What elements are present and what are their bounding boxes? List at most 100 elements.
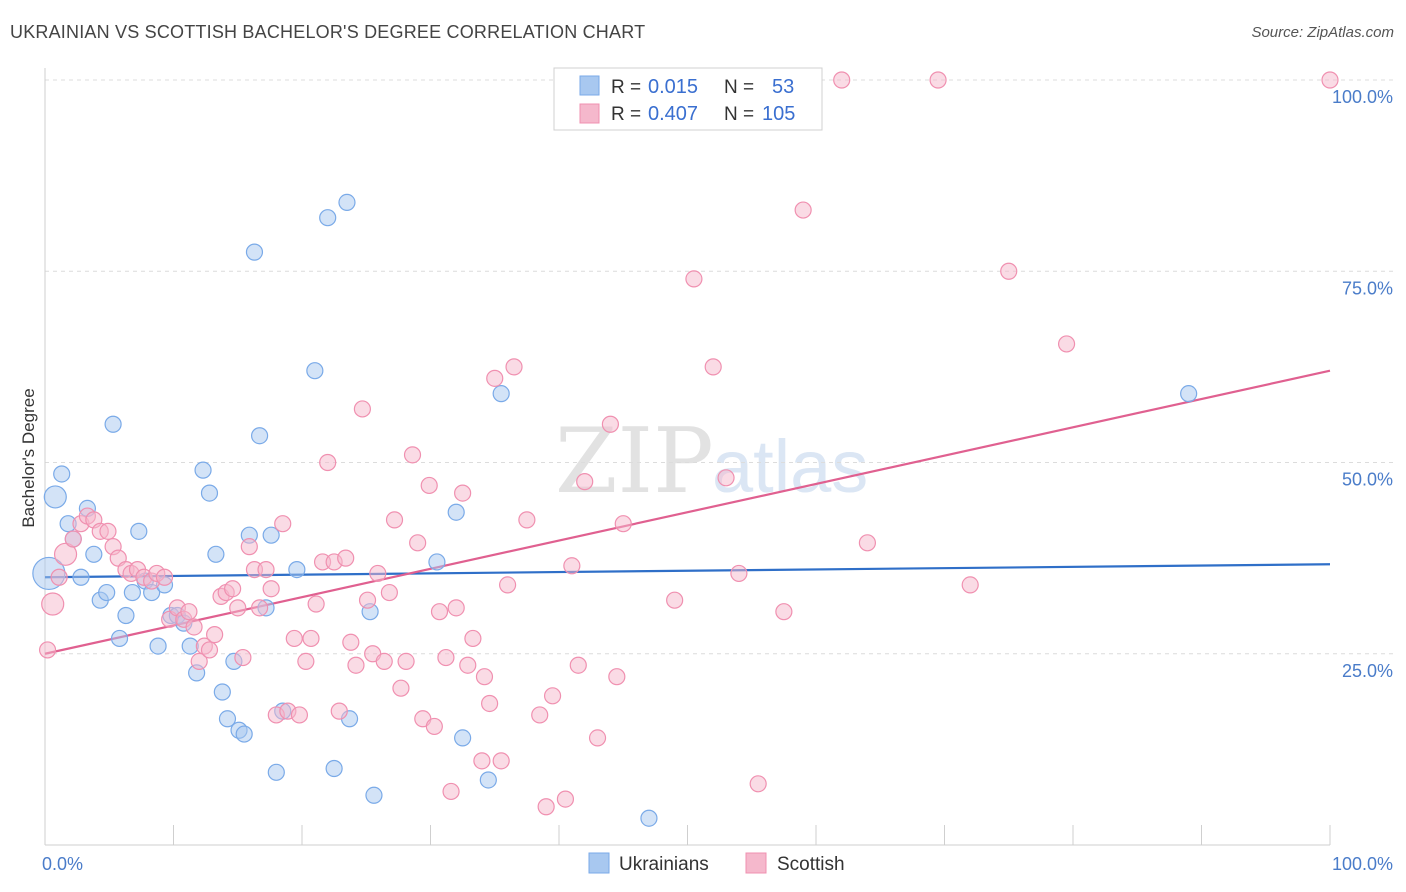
point-scottish-94 bbox=[685, 270, 703, 288]
point-scottish-36 bbox=[257, 560, 275, 579]
point-ukrainians-49 bbox=[454, 729, 472, 747]
point-ukrainians-52 bbox=[640, 809, 658, 827]
legend-n-label-ukrainians: N = bbox=[724, 77, 754, 98]
point-scottish-31 bbox=[229, 599, 247, 617]
point-scottish-52 bbox=[347, 656, 365, 674]
legend-bottom-label-ukrainians: Ukrainians bbox=[619, 854, 709, 875]
axes bbox=[44, 68, 1331, 846]
legend-bottom: Ukrainians Scottish bbox=[588, 852, 845, 875]
point-scottish-98 bbox=[749, 775, 767, 793]
point-ukrainians-53 bbox=[1180, 385, 1198, 403]
watermark-atlas: atlas bbox=[712, 425, 868, 508]
y-tick-label-0: 25.0% bbox=[1342, 661, 1393, 681]
point-scottish-107 bbox=[1321, 71, 1339, 89]
point-scottish-87 bbox=[569, 656, 587, 674]
point-ukrainians-25 bbox=[200, 484, 219, 502]
legend-swatch-scottish bbox=[579, 103, 600, 124]
point-scottish-70 bbox=[447, 599, 465, 617]
point-scottish-75 bbox=[475, 668, 494, 686]
point-scottish-106 bbox=[1057, 335, 1076, 353]
legend-swatch-ukrainians bbox=[579, 75, 600, 96]
point-ukrainians-9 bbox=[98, 583, 116, 602]
point-scottish-103 bbox=[929, 71, 947, 89]
point-scottish-22 bbox=[180, 603, 198, 621]
point-scottish-105 bbox=[1000, 262, 1018, 280]
source-credit: Source: ZipAtlas.com bbox=[1251, 24, 1394, 41]
point-scottish-43 bbox=[297, 652, 315, 671]
point-scottish-68 bbox=[437, 648, 455, 667]
point-scottish-62 bbox=[403, 446, 422, 464]
point-ukrainians-31 bbox=[235, 725, 253, 743]
point-scottish-61 bbox=[397, 652, 415, 671]
point-scottish-24 bbox=[190, 652, 208, 671]
point-scottish-88 bbox=[576, 473, 594, 491]
legend-bottom-swatch-ukrainians bbox=[588, 852, 610, 874]
trend-line-ukrainians bbox=[44, 563, 1331, 579]
point-scottish-67 bbox=[430, 603, 449, 621]
point-ukrainians-17 bbox=[149, 637, 167, 655]
point-scottish-83 bbox=[537, 798, 555, 816]
point-scottish-3 bbox=[53, 542, 78, 566]
point-scottish-26 bbox=[200, 641, 219, 659]
point-ukrainians-1 bbox=[43, 485, 67, 509]
point-scottish-81 bbox=[518, 511, 536, 529]
point-scottish-9 bbox=[99, 522, 117, 540]
y-tick-label-3: 100.0% bbox=[1332, 87, 1393, 107]
point-ukrainians-48 bbox=[447, 503, 465, 521]
point-scottish-4 bbox=[64, 530, 82, 548]
point-scottish-18 bbox=[155, 568, 174, 586]
point-scottish-49 bbox=[330, 702, 348, 720]
point-scottish-86 bbox=[563, 557, 581, 575]
point-scottish-51 bbox=[342, 633, 360, 651]
point-scottish-82 bbox=[531, 706, 549, 724]
y-axis-label: Bachelor's Degree bbox=[19, 388, 38, 527]
legend-r-value-ukrainians: 0.015 bbox=[648, 76, 698, 98]
point-ukrainians-5 bbox=[72, 568, 90, 586]
point-scottish-60 bbox=[392, 679, 410, 697]
point-ukrainians-39 bbox=[288, 560, 306, 579]
point-scottish-90 bbox=[601, 415, 620, 433]
point-ukrainians-40 bbox=[306, 362, 324, 380]
point-ukrainians-50 bbox=[479, 771, 497, 789]
point-scottish-44 bbox=[302, 629, 320, 648]
point-ukrainians-12 bbox=[117, 606, 135, 625]
legend-top: R = 0.015 N = 53 R = 0.407 N = 105 bbox=[553, 67, 823, 131]
point-scottish-69 bbox=[442, 782, 460, 801]
point-scottish-96 bbox=[717, 469, 735, 487]
point-scottish-93 bbox=[666, 591, 684, 609]
legend-n-label-scottish: N = bbox=[724, 104, 754, 125]
x-tick-labels: 0.0% 100.0% bbox=[42, 854, 1393, 874]
point-ukrainians-46 bbox=[365, 786, 383, 804]
legend-r-label-scottish: R = bbox=[611, 104, 641, 125]
legend-n-value-scottish: 105 bbox=[762, 103, 795, 125]
point-scottish-71 bbox=[454, 484, 472, 502]
point-scottish-84 bbox=[543, 687, 562, 705]
point-scottish-35 bbox=[250, 599, 269, 617]
point-scottish-92 bbox=[614, 515, 632, 533]
point-scottish-58 bbox=[380, 583, 398, 602]
point-scottish-89 bbox=[588, 729, 607, 747]
point-scottish-2 bbox=[50, 568, 68, 586]
point-ukrainians-51 bbox=[492, 385, 510, 403]
point-scottish-1 bbox=[41, 592, 65, 616]
point-scottish-32 bbox=[234, 648, 252, 667]
point-scottish-77 bbox=[486, 369, 504, 387]
y-tick-label-2: 75.0% bbox=[1342, 278, 1393, 298]
point-scottish-72 bbox=[459, 656, 477, 674]
y-tick-labels: 25.0% 50.0% 75.0% 100.0% bbox=[1332, 87, 1393, 681]
legend-n-value-ukrainians: 53 bbox=[772, 76, 794, 98]
legend-bottom-label-scottish: Scottish bbox=[777, 854, 845, 875]
point-ukrainians-27 bbox=[213, 683, 231, 701]
point-scottish-33 bbox=[240, 538, 258, 556]
point-ukrainians-7 bbox=[85, 545, 103, 563]
point-ukrainians-26 bbox=[207, 545, 225, 563]
legend-r-label-ukrainians: R = bbox=[611, 77, 641, 98]
point-scottish-78 bbox=[492, 752, 510, 770]
point-ukrainians-33 bbox=[245, 243, 264, 261]
watermark-zip: ZIP bbox=[555, 409, 714, 514]
point-ukrainians-42 bbox=[325, 759, 343, 778]
point-scottish-45 bbox=[307, 595, 325, 613]
point-ukrainians-43 bbox=[338, 193, 356, 211]
point-scottish-76 bbox=[481, 694, 499, 713]
